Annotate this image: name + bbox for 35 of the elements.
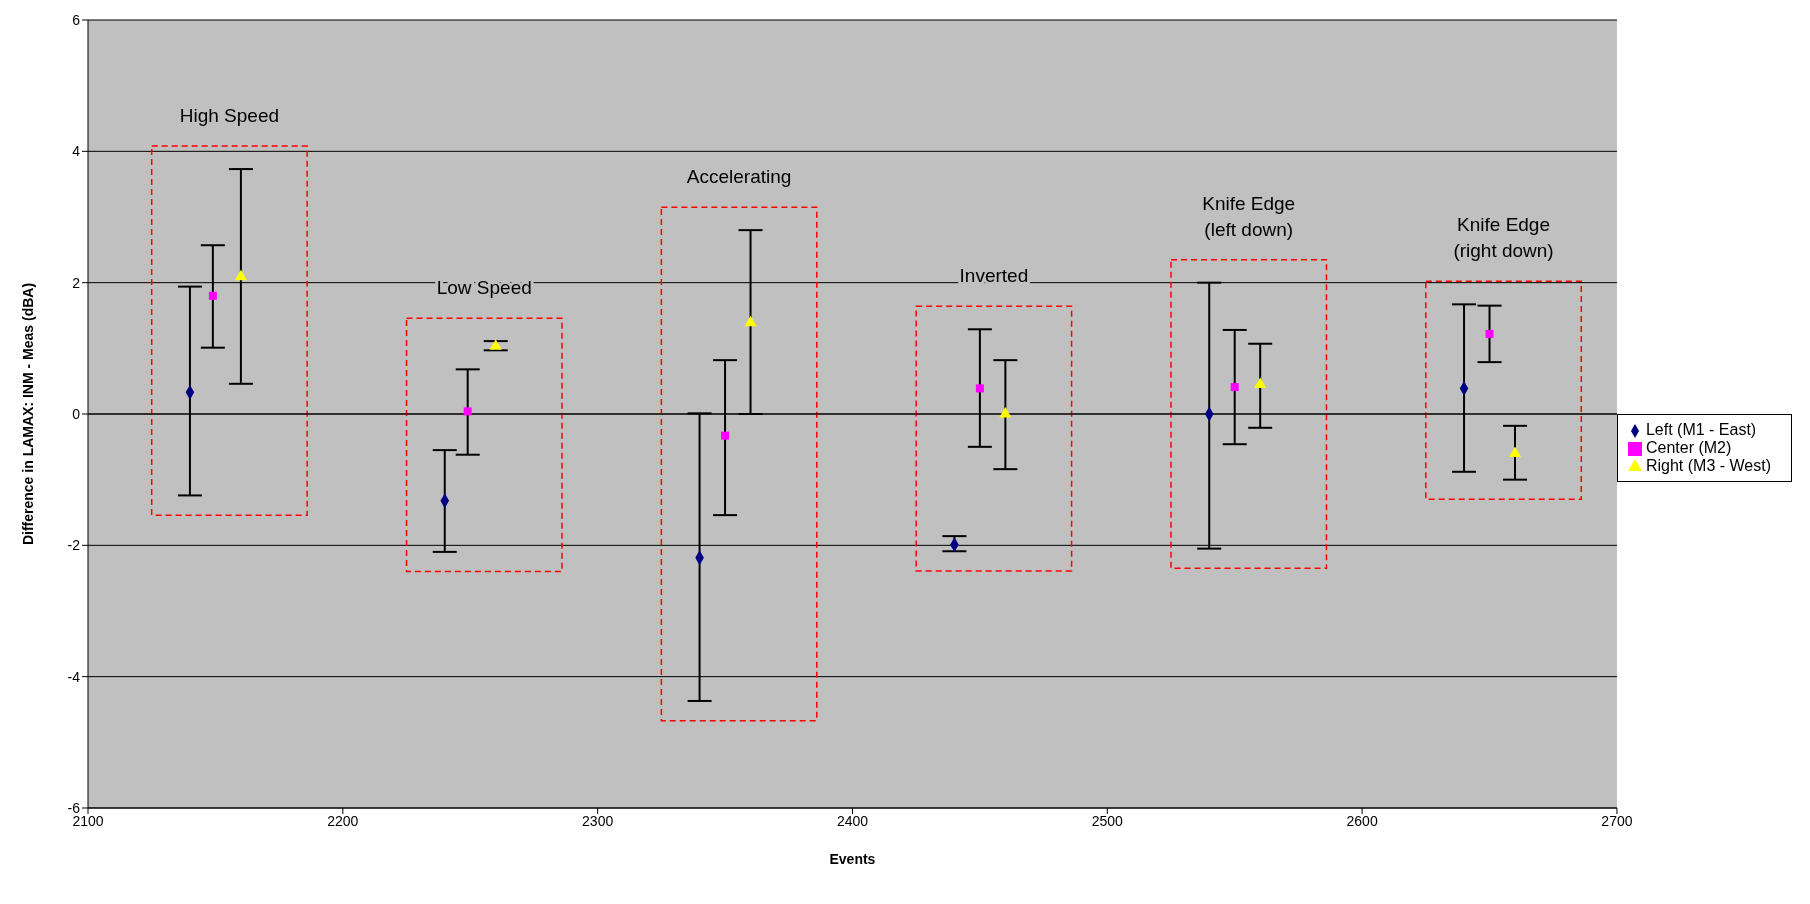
x-tick-label: 2500 <box>1091 812 1124 829</box>
y-tick-label: 0 <box>72 405 81 422</box>
x-tick-label: 2400 <box>836 812 869 829</box>
x-tick-label: 2600 <box>1346 812 1378 829</box>
x-tick-label: 2200 <box>327 812 359 829</box>
annotation: Accelerating <box>686 166 792 188</box>
annotation: Knife Edge (right down) <box>1453 214 1554 262</box>
point <box>489 339 502 350</box>
annotation: Inverted <box>959 265 1029 287</box>
y-axis-title: Difference in LAMAX: INM - Meas (dBA) <box>19 282 36 546</box>
y-tick-label: 6 <box>72 11 81 28</box>
x-tick-label: 2700 <box>1601 812 1633 829</box>
point <box>1254 377 1267 388</box>
point <box>1508 446 1522 457</box>
point <box>975 384 984 393</box>
y-tick-label: -4 <box>67 668 81 685</box>
legend-label: Left (M1 - East) <box>1645 421 1757 438</box>
legend-label: Right (M3 - West) <box>1645 457 1771 474</box>
point <box>208 291 217 300</box>
y-tick-label: -2 <box>67 537 81 554</box>
point <box>721 431 730 440</box>
point <box>463 407 472 416</box>
point <box>234 269 247 281</box>
legend-label: Center (M2) <box>1645 439 1732 456</box>
x-axis-title: Events <box>829 851 876 867</box>
annotation: Low Speed <box>436 277 532 299</box>
annotation: Knife Edge (left down) <box>1202 192 1296 240</box>
x-tick-label: 2300 <box>582 812 614 829</box>
point <box>1485 329 1494 338</box>
y-tick-label: 2 <box>72 274 81 291</box>
point <box>999 406 1012 418</box>
annotation: High Speed <box>179 105 280 127</box>
y-tick-label: 4 <box>72 143 81 160</box>
point <box>744 315 757 327</box>
point <box>1230 383 1239 392</box>
